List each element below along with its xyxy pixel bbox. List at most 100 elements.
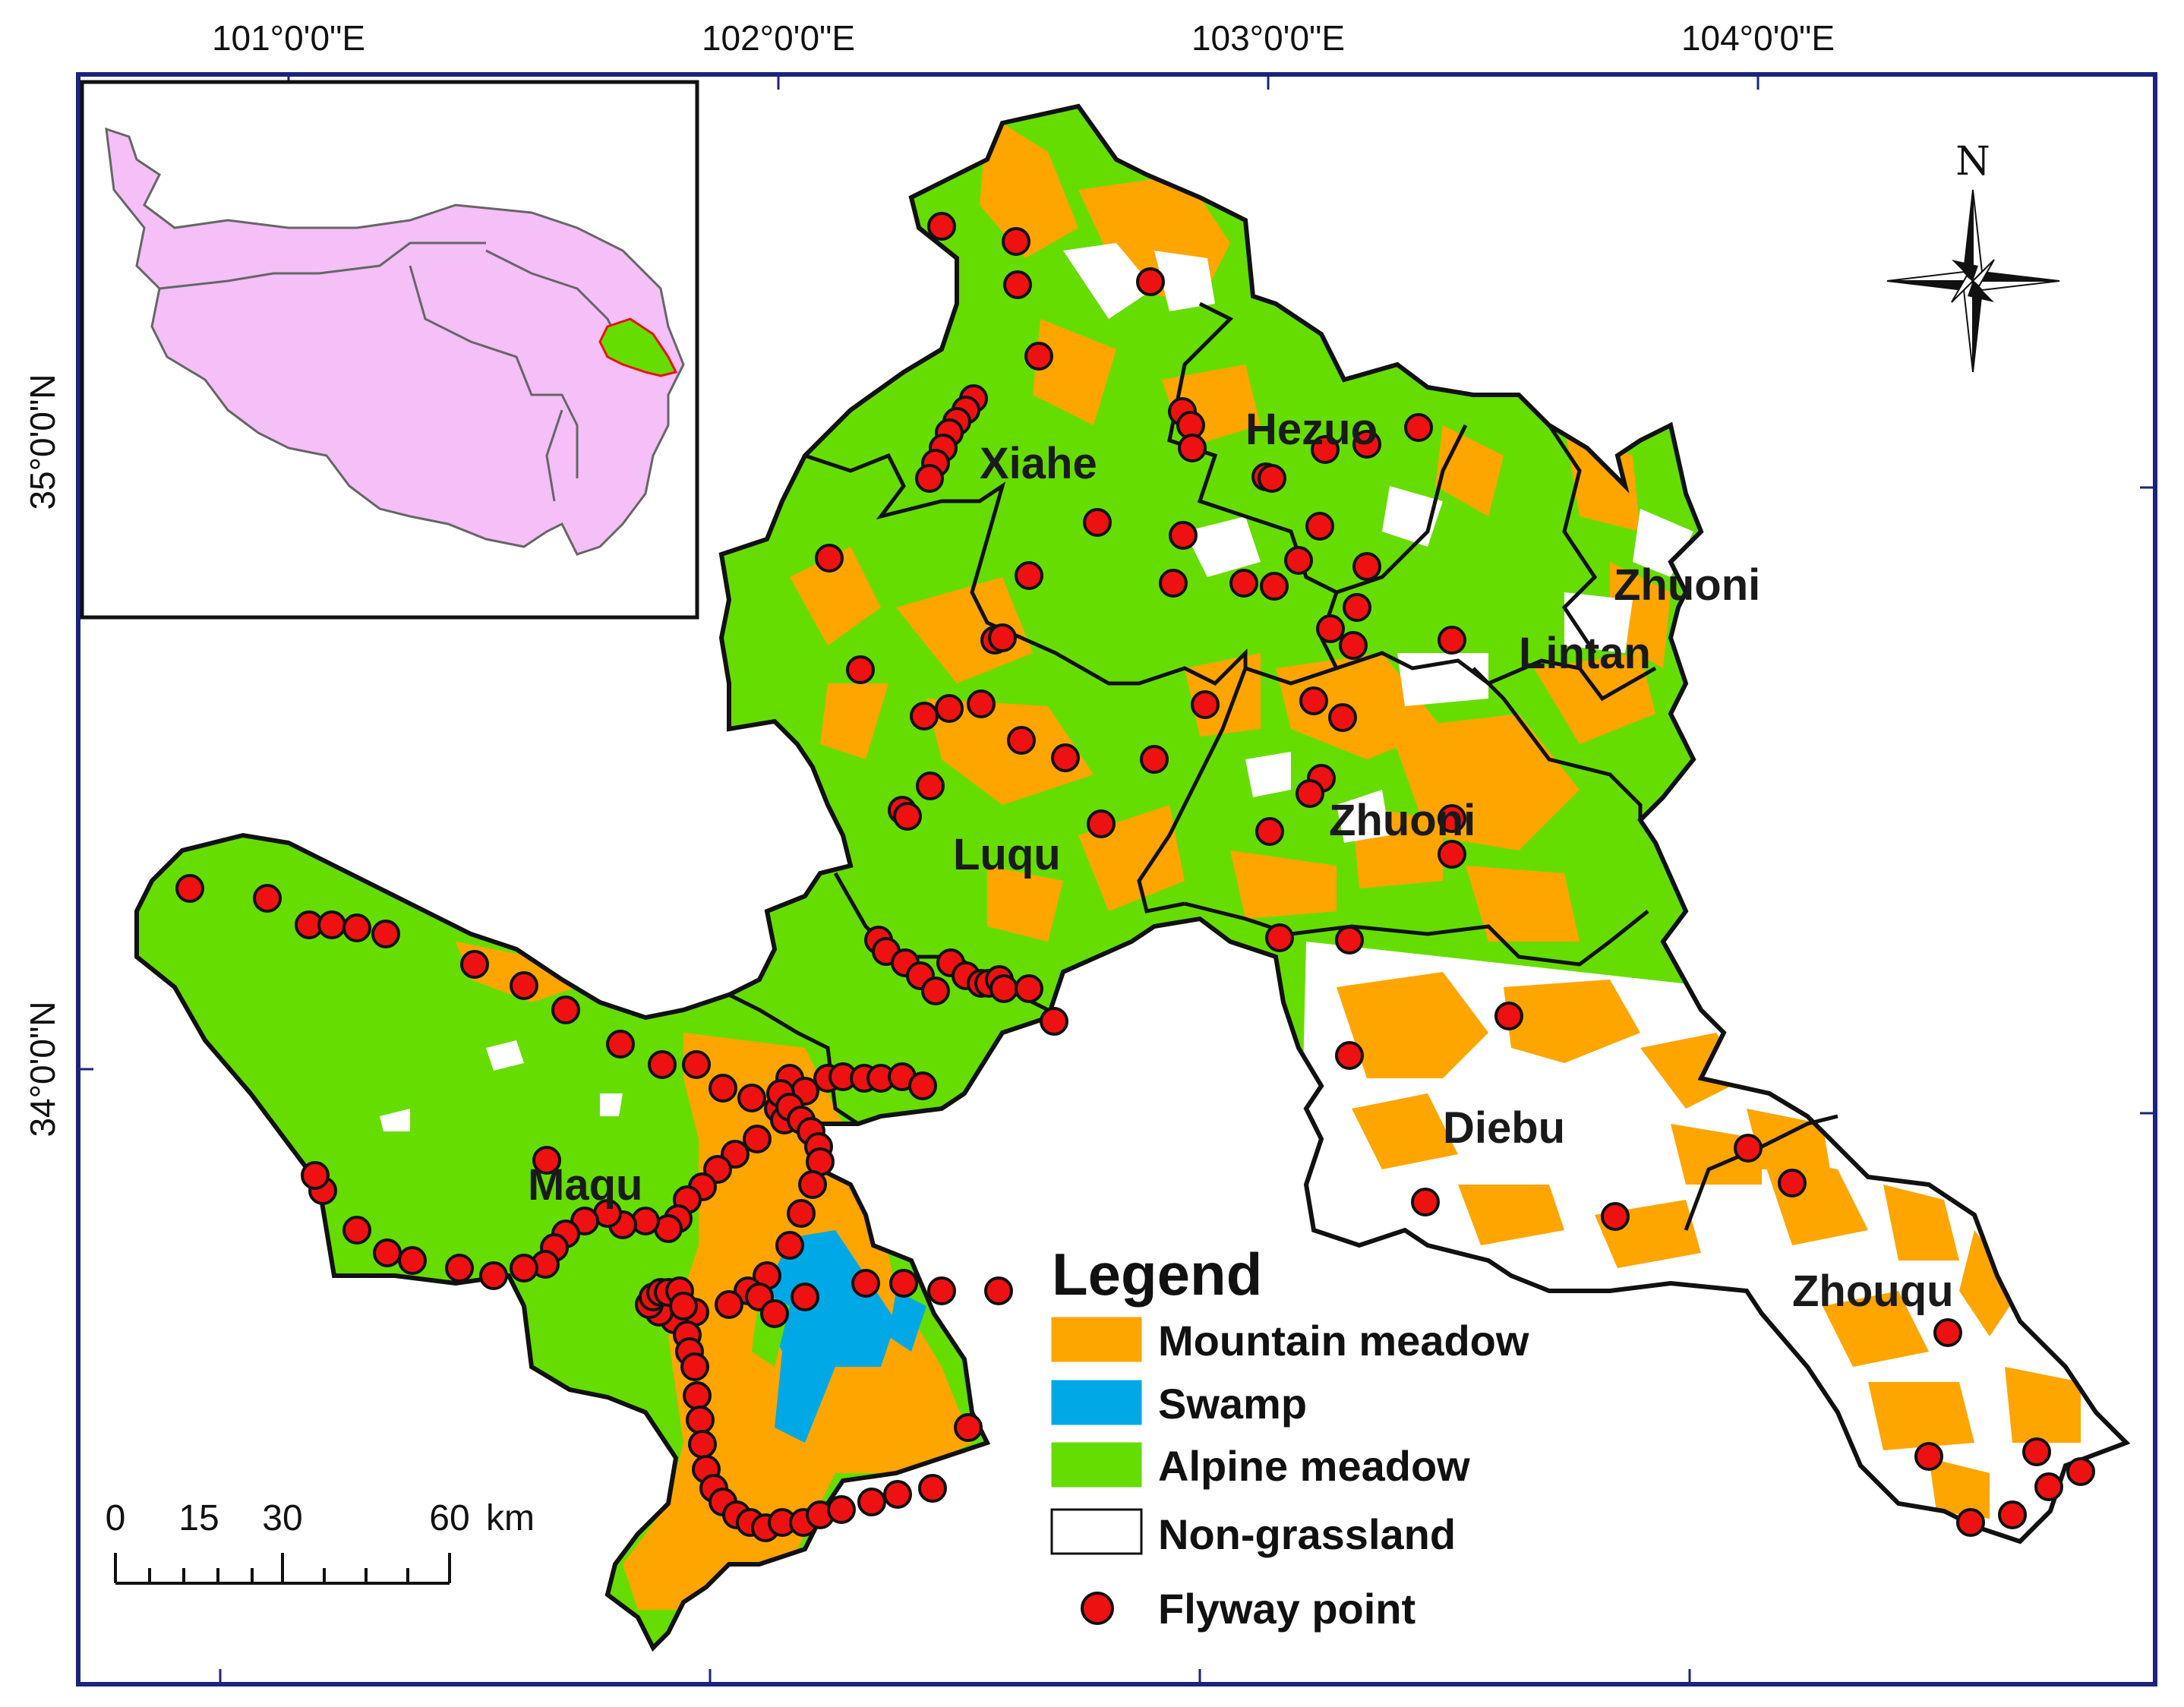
flyway-point — [253, 884, 282, 913]
flyway-point — [1136, 267, 1165, 296]
flyway-point — [2066, 1457, 2095, 1486]
flyway-point — [648, 1050, 677, 1079]
flyway-point — [927, 1276, 956, 1305]
flyway-point — [2034, 1472, 2063, 1501]
region-label-lintan: Lintan — [1519, 629, 1651, 678]
legend-swatch-non-grassland — [1050, 1508, 1143, 1555]
region-label-xiahe: Xiahe — [980, 439, 1097, 488]
flyway-point — [857, 1488, 886, 1516]
flyway-point — [737, 1084, 766, 1112]
flyway-point — [1051, 743, 1080, 772]
flyway-point — [851, 1269, 880, 1298]
flyway-point — [479, 1261, 508, 1290]
flyway-point — [1404, 413, 1433, 442]
flyway-point — [1778, 1169, 1807, 1197]
flyway-point — [460, 950, 489, 979]
flyway-point — [1002, 227, 1030, 256]
region-label-zhuoni-north: Zhuoni — [1614, 560, 1760, 610]
region-label-hezuo: Hezuo — [1245, 405, 1378, 454]
north-arrow: N — [1886, 139, 2060, 373]
flyway-point — [445, 1254, 474, 1283]
flyway-point — [510, 1254, 538, 1283]
flyway-point — [927, 212, 956, 241]
flyway-point — [760, 1299, 789, 1328]
flyway-point — [1296, 779, 1324, 808]
lon-label-104: 104°0'0"E — [1681, 18, 1835, 58]
flyway-point — [918, 1474, 947, 1503]
flyway-point — [1914, 1442, 1943, 1471]
flyway-point — [1007, 726, 1036, 755]
flyway-point — [1494, 1002, 1523, 1030]
flyway-point — [984, 1276, 1013, 1305]
flyway-point — [989, 974, 1018, 1003]
flyway-point — [1352, 430, 1381, 459]
region-label-zhouqu: Zhouqu — [1792, 1267, 1954, 1316]
flyway-point — [680, 1352, 709, 1381]
flyway-point — [175, 874, 204, 903]
flyway-points — [175, 212, 2095, 1542]
flyway-point — [1316, 614, 1345, 643]
legend-label-non-grassland: Non-grassland — [1158, 1510, 1456, 1558]
flyway-point — [1956, 1508, 1985, 1537]
flyway-point — [967, 689, 996, 718]
flyway-point — [1003, 270, 1032, 299]
flyway-point — [606, 1030, 635, 1059]
lat-label-35: 35°0'0"N — [23, 374, 62, 510]
legend-symbol-flyway-point — [1081, 1592, 1114, 1625]
flyway-point — [893, 802, 922, 831]
flyway-point — [775, 1231, 804, 1260]
flyway-point — [1169, 521, 1198, 550]
region-label-luqu: Luqu — [953, 830, 1061, 879]
legend-label-alpine-meadow: Alpine meadow — [1158, 1442, 1470, 1490]
flyway-point — [682, 1050, 711, 1079]
flyway-point — [827, 1495, 856, 1524]
flyway-point — [683, 1381, 712, 1410]
flyway-point — [935, 694, 964, 723]
flyway-point — [1015, 974, 1043, 1003]
legend-swatch-mountain-meadow — [1051, 1317, 1142, 1362]
legend-title: Legend — [1052, 1241, 1262, 1308]
flyway-point — [787, 1199, 816, 1228]
legend-swatch-alpine-meadow — [1051, 1442, 1142, 1488]
flyway-point — [371, 920, 400, 948]
flyway-point — [1438, 626, 1466, 655]
region-label-diebu: Diebu — [1443, 1103, 1565, 1153]
scale-tick-30: 30 — [262, 1498, 302, 1538]
lon-label-101: 101°0'0"E — [212, 18, 365, 58]
flyway-point — [1933, 1318, 1962, 1347]
flyway-point — [342, 1216, 371, 1245]
flyway-point — [916, 771, 945, 800]
flyway-point — [1601, 1202, 1630, 1231]
flyway-point — [1140, 745, 1169, 774]
flyway-point — [921, 977, 950, 1005]
flyway-point — [1305, 512, 1334, 541]
flyway-point — [1311, 435, 1340, 464]
lon-label-102: 102°0'0"E — [702, 18, 855, 58]
flyway-point — [743, 1125, 772, 1153]
flyway-point — [317, 910, 346, 939]
inset-tibetan-plateau — [105, 127, 685, 556]
flyway-point — [1265, 923, 1294, 952]
flyway-point — [954, 1413, 983, 1442]
inset-study-area — [598, 317, 678, 377]
flyway-point — [1258, 464, 1286, 493]
flyway-point — [1255, 817, 1284, 846]
legend-swatch-swamp — [1051, 1380, 1142, 1425]
flyway-point — [688, 1430, 717, 1459]
flyway-point — [715, 1290, 743, 1319]
scale-unit: km — [486, 1498, 535, 1538]
flyway-point — [988, 623, 1017, 652]
flyway-point — [1284, 546, 1313, 575]
flyway-point — [1191, 690, 1220, 719]
region-label-maqu: Maqu — [528, 1160, 642, 1210]
scale-tick-0: 0 — [106, 1498, 126, 1538]
flyway-point — [398, 1246, 427, 1275]
flyway-point — [1299, 686, 1328, 715]
flyway-point — [2022, 1437, 2051, 1466]
scale-tick-15: 15 — [178, 1498, 219, 1538]
flyway-point — [1335, 1041, 1364, 1070]
flyway-point — [791, 1283, 819, 1311]
flyway-point — [373, 1238, 402, 1267]
north-label: N — [1955, 139, 1990, 185]
flyway-point — [532, 1146, 561, 1175]
